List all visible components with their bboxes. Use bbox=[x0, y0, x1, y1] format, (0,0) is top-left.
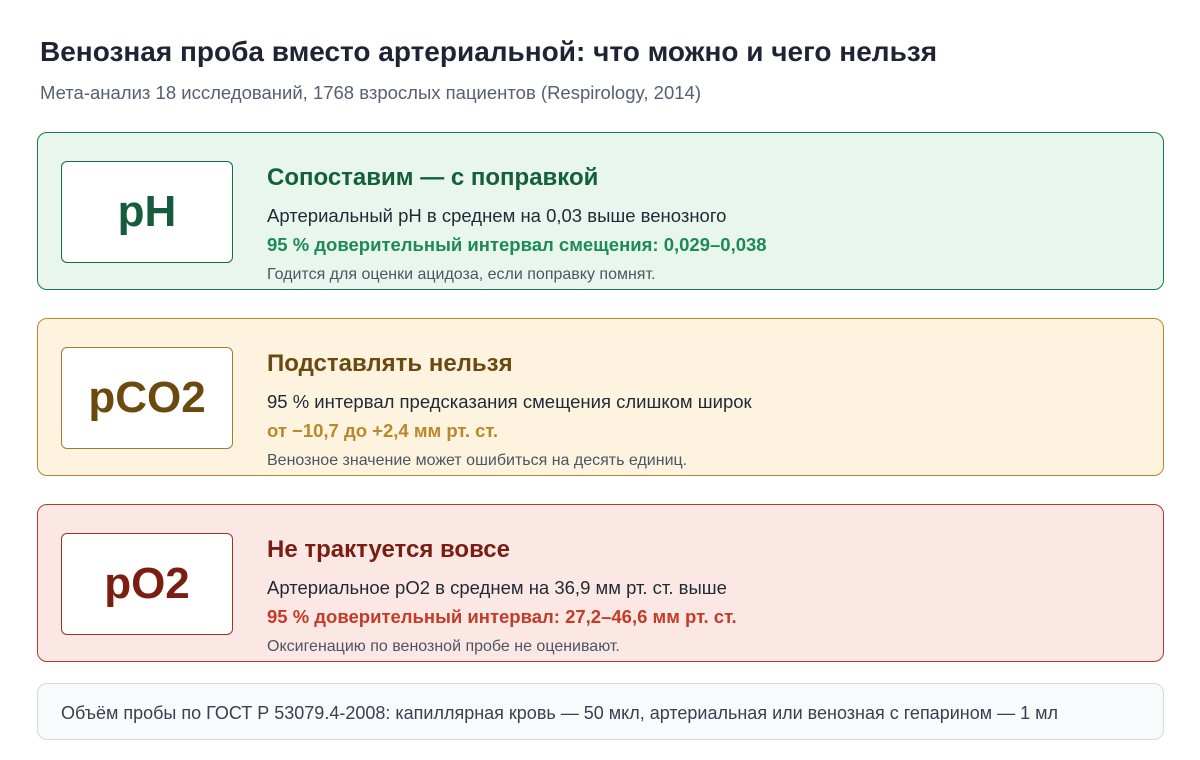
card-pco2-line2: от −10,7 до +2,4 мм рт. ст. bbox=[267, 420, 498, 441]
card-pco2: pCO2 Подставлять нельзя 95 % интервал пр… bbox=[37, 318, 1164, 476]
card-ph-heading: Сопоставим — с поправкой bbox=[267, 164, 599, 191]
badge-pco2: pCO2 bbox=[61, 347, 233, 449]
card-po2: pO2 Не трактуется вовсе Артериальное pO2… bbox=[37, 504, 1164, 662]
page-title: Венозная проба вместо артериальной: что … bbox=[40, 36, 938, 67]
badge-ph: pH bbox=[61, 161, 233, 263]
card-po2-line2: 95 % доверительный интервал: 27,2–46,6 м… bbox=[267, 606, 737, 627]
footer-note: Объём пробы по ГОСТ Р 53079.4-2008: капи… bbox=[37, 683, 1164, 740]
card-po2-line1: Артериальное pO2 в среднем на 36,9 мм рт… bbox=[267, 577, 727, 598]
card-ph-line3: Годится для оценки ацидоза, если поправк… bbox=[267, 266, 656, 283]
footer-text: Объём пробы по ГОСТ Р 53079.4-2008: капи… bbox=[61, 703, 1058, 723]
card-pco2-line1: 95 % интервал предсказания смещения слиш… bbox=[267, 391, 752, 412]
card-po2-heading: Не трактуется вовсе bbox=[267, 536, 510, 563]
badge-po2: pO2 bbox=[61, 533, 233, 635]
card-ph-line1: Артериальный pH в среднем на 0,03 выше в… bbox=[267, 205, 727, 226]
card-ph-line2: 95 % доверительный интервал смещения: 0,… bbox=[267, 234, 767, 255]
card-po2-text: Не трактуется вовсе Артериальное pO2 в с… bbox=[267, 505, 1147, 663]
card-pco2-text: Подставлять нельзя 95 % интервал предска… bbox=[267, 319, 1147, 477]
card-pco2-line3: Венозное значение может ошибиться на дес… bbox=[267, 452, 688, 469]
page-subtitle: Мета-анализ 18 исследований, 1768 взросл… bbox=[40, 82, 701, 103]
card-pco2-heading: Подставлять нельзя bbox=[267, 350, 513, 377]
card-po2-line3: Оксигенацию по венозной пробе не оценива… bbox=[267, 638, 620, 655]
card-ph: pH Сопоставим — с поправкой Артериальный… bbox=[37, 132, 1164, 290]
card-ph-text: Сопоставим — с поправкой Артериальный pH… bbox=[267, 133, 1147, 291]
